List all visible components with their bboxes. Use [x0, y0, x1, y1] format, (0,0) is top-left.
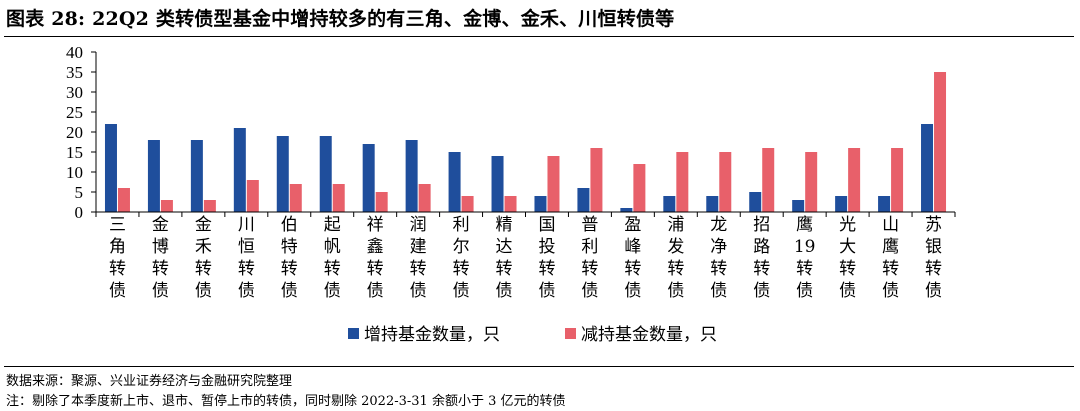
bar-increase	[491, 156, 504, 212]
legend-swatch-decrease	[565, 328, 576, 339]
bar-increase	[190, 140, 203, 212]
bar-increase	[534, 196, 547, 212]
bar-decrease	[676, 152, 689, 212]
category-labels: 三角转债 金博转债 金禾转债 川恒转债 伯特转债 起帆转债 祥鑫转债 润建转债 利尔转债 精达转债…	[109, 215, 942, 301]
category-label: 浦发转债	[667, 215, 684, 301]
category-label: 苏银转债	[925, 215, 942, 301]
category-label: 盈峰转债	[624, 215, 641, 301]
bar-increase	[663, 196, 676, 212]
bar-increase	[405, 140, 418, 212]
bar-increase	[620, 208, 633, 212]
bar-marks	[104, 72, 947, 212]
bar-decrease	[203, 200, 216, 212]
bar-decrease	[246, 180, 259, 212]
y-tick-label: 25	[66, 103, 83, 122]
legend: 增持基金数量，只 减持基金数量，只	[348, 325, 717, 345]
y-tick-label: 30	[66, 83, 83, 102]
category-label: 光大转债	[839, 215, 856, 301]
category-label: 伯特转债	[281, 215, 298, 301]
category-label: 普利转债	[581, 215, 598, 301]
bar-increase	[448, 152, 461, 212]
bar-increase	[319, 136, 332, 212]
category-label: 国投转债	[538, 215, 555, 301]
y-tick-label: 40	[66, 43, 83, 62]
bar-decrease	[762, 148, 775, 212]
bar-decrease	[160, 200, 173, 212]
bar-decrease	[117, 188, 130, 212]
bar-increase	[792, 200, 805, 212]
footer-rule	[4, 366, 1074, 367]
bar-increase	[921, 124, 934, 212]
bar-increase	[362, 144, 375, 212]
bar-decrease	[461, 196, 474, 212]
bar-decrease	[547, 156, 560, 212]
category-label: 龙净转债	[710, 215, 727, 301]
bar-increase	[706, 196, 719, 212]
bar-increase	[276, 136, 289, 212]
y-tick-label: 0	[75, 203, 84, 222]
category-label: 利尔转债	[453, 215, 470, 301]
bar-decrease	[418, 184, 431, 212]
bar-increase	[749, 192, 762, 212]
footnote: 注：剔除了本季度新上市、退市、暂停上市的转债，同时剔除 2022-3-31 余额…	[6, 394, 566, 409]
category-label: 川恒转债	[238, 215, 255, 301]
bar-increase	[147, 140, 160, 212]
y-tick-label: 35	[66, 63, 83, 82]
category-label: 精达转债	[496, 215, 513, 301]
y-tick-label: 15	[66, 143, 83, 162]
category-label: 三角转债	[109, 215, 126, 301]
bar-increase	[878, 196, 891, 212]
category-label: 山鹰转债	[882, 215, 899, 301]
category-label: 起帆转债	[324, 215, 341, 301]
bar-decrease	[848, 148, 861, 212]
category-label: 鹰 19 转债	[794, 215, 816, 301]
category-label: 招路转债	[753, 215, 770, 301]
y-tick-label: 10	[66, 163, 83, 182]
bar-decrease	[289, 184, 302, 212]
bar-increase	[577, 188, 590, 212]
bar-increase	[835, 196, 848, 212]
bar-increase	[104, 124, 117, 212]
bar-decrease	[332, 184, 345, 212]
category-label: 金禾转债	[195, 215, 212, 301]
legend-swatch-increase	[348, 328, 359, 339]
source-note: 数据来源：聚源、兴业证券经济与金融研究院整理	[6, 374, 293, 389]
legend-label-decrease: 减持基金数量，只	[581, 325, 717, 345]
bar-increase	[233, 128, 246, 212]
bar-decrease	[590, 148, 603, 212]
bar-decrease	[633, 164, 646, 212]
legend-label-increase: 增持基金数量，只	[364, 325, 500, 345]
category-label: 金博转债	[152, 215, 169, 301]
y-tick-label: 20	[66, 123, 83, 142]
figure-title: 图表 28: 22Q2 类转债型基金中增持较多的有三角、金博、金禾、川恒转债等	[6, 8, 675, 30]
bar-decrease	[375, 192, 388, 212]
bar-decrease	[719, 152, 732, 212]
title-rule	[4, 36, 1074, 37]
bar-decrease	[891, 148, 904, 212]
bar-decrease	[504, 196, 517, 212]
x-axis	[95, 211, 956, 217]
category-label: 祥鑫转债	[367, 215, 384, 301]
category-label: 润建转债	[410, 215, 427, 301]
bar-decrease	[805, 152, 818, 212]
y-tick-label: 5	[75, 183, 84, 202]
bar-decrease	[934, 72, 947, 212]
